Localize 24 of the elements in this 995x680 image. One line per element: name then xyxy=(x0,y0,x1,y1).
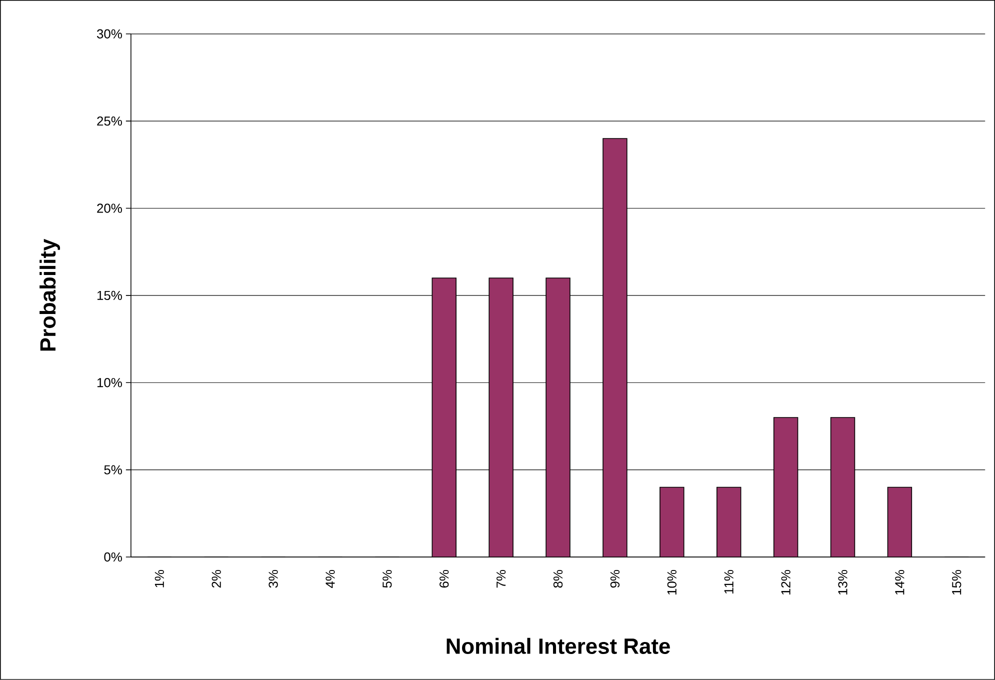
y-tick-label: 15% xyxy=(97,290,122,300)
x-tick-label: 10% xyxy=(667,570,676,594)
x-tick-label: 1% xyxy=(154,570,164,588)
y-tick-label: 25% xyxy=(97,116,122,126)
x-tick-label: 12% xyxy=(781,570,790,594)
y-tick-label: 30% xyxy=(96,29,122,39)
x-tick-label: 11% xyxy=(724,570,734,594)
x-tick-label: 14% xyxy=(895,570,904,594)
y-tick-label: 20% xyxy=(97,204,122,213)
y-tick-label: 10% xyxy=(97,378,122,388)
x-tick-label: 3% xyxy=(268,570,278,588)
x-axis-title: Nominal Interest Rate xyxy=(446,638,670,654)
x-tick-label: 4% xyxy=(326,570,335,588)
x-tick-label: 13% xyxy=(838,570,848,594)
x-tick-label: 15% xyxy=(952,570,962,594)
x-tick-label: 7% xyxy=(496,570,506,588)
x-tick-label: 8% xyxy=(553,570,563,588)
y-tick-label: 5% xyxy=(104,465,122,474)
x-tick-label: 2% xyxy=(212,570,221,588)
x-tick-label: 6% xyxy=(440,570,449,588)
y-tick-label: 0% xyxy=(104,552,122,562)
x-tick-label: 9% xyxy=(610,570,620,588)
y-axis-title: Probability xyxy=(40,238,60,351)
x-tick-label: 5% xyxy=(382,570,392,588)
